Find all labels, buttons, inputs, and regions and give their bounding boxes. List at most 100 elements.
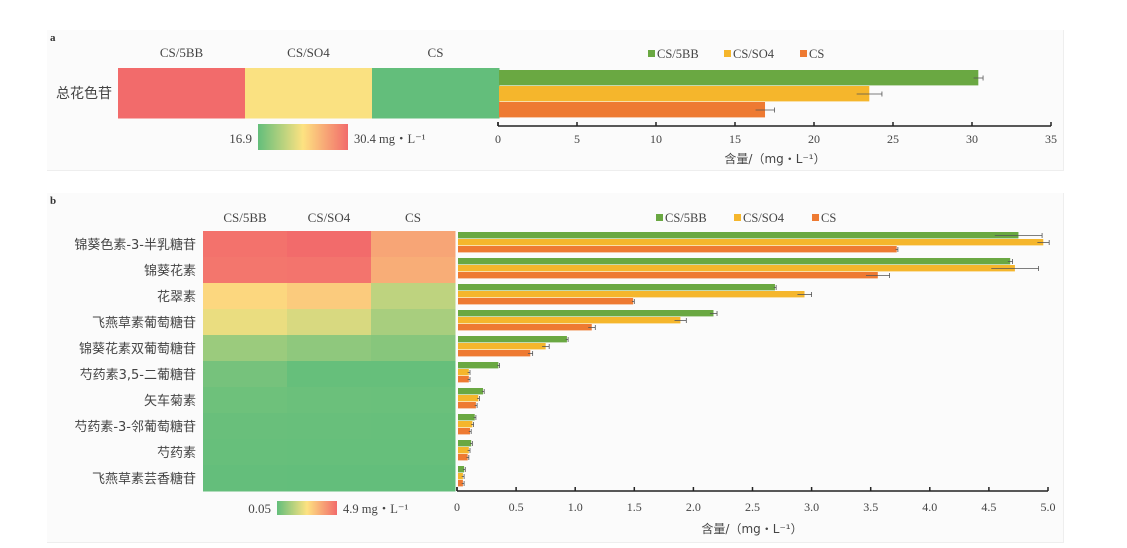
panel-a-legend-label: CS [809,47,824,61]
panel-b-heatmap-cell [287,283,372,310]
panel-b-x-tick-label: 0 [454,500,460,514]
panel-b-heatmap-cell [371,231,456,258]
panel-b-heatmap-cell [371,413,456,440]
panel-a-x-tick-label: 10 [650,132,662,146]
panel-b-x-tick-label: 1.0 [568,500,583,514]
panel-b-heatmap-cell [203,231,288,258]
panel-a-legend-swatch [724,50,731,57]
panel-b-heatmap-column-header: CS/5BB [223,210,267,225]
panel-b-bar [458,298,634,305]
panel-b-heatmap-cell [371,335,456,362]
panel-b-heatmap-cell [203,257,288,284]
panel-b-label: b [50,195,57,207]
panel-b-bar [458,414,475,421]
panel-b-heatmap-cell [203,283,288,310]
panel-b-heatmap-cell [203,465,288,492]
panel-a-row-label: 总花色苷 [56,85,112,102]
panel-b-heatmap-cell [203,309,288,336]
panel-b-heatmap-cell [203,413,288,440]
panel-b-heatmap-cell [371,465,456,492]
panel-a-x-tick-label: 35 [1045,132,1057,146]
panel-a-x-tick-label: 20 [808,132,820,146]
panel-b-bar [458,428,471,435]
panel-a-x-tick-label: 25 [887,132,899,146]
panel-b-colorbar [277,501,337,515]
panel-b-x-tick-label: 1.5 [627,500,642,514]
panel-a-x-tick-label: 30 [966,132,978,146]
panel-b-x-tick-label: 4.5 [981,500,996,514]
panel-b-x-tick-label: 2.5 [745,500,760,514]
panel-a-x-tick-label: 0 [495,132,501,146]
panel-b-bar [458,232,1019,239]
panel-b-heatmap-cell [371,439,456,466]
panel-b-bar [458,336,567,343]
panel-b-legend-label: CS/5BB [665,211,707,225]
panel-b-heatmap-cell [287,413,372,440]
panel-b-heatmap-cell [287,439,372,466]
panel-b-heatmap-cell [287,465,372,492]
panel-b-row-label: 芍药素 [157,445,196,461]
panel-b-legend-label: CS/SO4 [743,211,785,225]
panel-b-bar [458,258,1011,265]
panel-b-row-label: 芍药素3,5-二葡糖苷 [80,367,196,383]
panel-a-colorbar-max-label: 30.4 mg・L⁻¹ [354,132,426,146]
panel-b-heatmap-cell [203,387,288,414]
panel-b-bar [458,376,469,383]
panel-b-bar [458,454,468,461]
panel-a-bar [499,102,766,118]
panel-b-bar [458,317,681,324]
panel-b-colorbar-max-label: 4.9 mg・L⁻¹ [343,502,408,516]
panel-b-bar [458,310,714,317]
panel-a-legend-swatch [648,50,655,57]
panel-b-heatmap-cell [287,231,372,258]
panel-b-heatmap-cell [371,361,456,388]
panel-b-heatmap-cell [371,387,456,414]
panel-b-heatmap-cell [371,257,456,284]
panel-b-row-label: 矢车菊素 [144,393,196,409]
panel-b-heatmap-cell [203,335,288,362]
panel-b-bar [458,480,463,487]
panel-b-bar [458,272,878,279]
panel-b-heatmap-cell [287,361,372,388]
panel-b-bar [458,402,476,409]
panel-a-x-axis-label: 含量/（mg・L⁻¹） [724,151,825,166]
panel-a-legend-label: CS/5BB [657,47,699,61]
panel-b-legend-swatch [812,214,819,221]
panel-a-x-tick-label: 15 [729,132,741,146]
panel-a-heatmap-cell [118,68,246,119]
panel-b-x-axis-label: 含量/（mg・L⁻¹） [701,521,802,536]
panel-b-bar [458,324,592,331]
panel-a-heatmap-cell [372,68,500,119]
panel-a-heatmap-column-header: CS/5BB [160,45,204,60]
panel-b-row-label: 飞燕草素芸香糖苷 [92,471,196,487]
panel-a-legend-label: CS/SO4 [733,47,775,61]
panel-a-bar [499,70,979,86]
panel-b-x-tick-label: 5.0 [1041,500,1056,514]
panel-b-row-label: 锦葵色素-3-半乳糖苷 [74,237,196,253]
panel-a-heatmap-column-header: CS [428,45,444,60]
panel-b-bar [458,284,775,291]
panel-a-heatmap-column-header: CS/SO4 [287,45,330,60]
panel-b-x-tick-label: 4.0 [922,500,937,514]
panel-b-legend-swatch [734,214,741,221]
panel-b-row-label: 芍药素-3-邻葡萄糖苷 [74,419,196,435]
panel-b-bar [458,466,465,473]
panel-b-heatmap-column-header: CS/SO4 [308,210,351,225]
panel-b-heatmap-cell [287,257,372,284]
panel-b-bar [458,369,469,376]
panel-b-bar [458,421,473,428]
panel-a-legend-swatch [800,50,807,57]
panel-b-row-label: 锦葵花素 [144,263,196,279]
panel-a-colorbar [258,124,348,150]
panel-a-colorbar-min-label: 16.9 [229,131,252,146]
panel-b-x-tick-label: 2.0 [686,500,701,514]
panel-b-row-label: 锦葵花素双葡萄糖苷 [79,341,196,357]
panel-b-bar [458,395,479,402]
panel-b-heatmap-cell [371,283,456,310]
panel-b-bar [458,473,463,480]
panel-b-bar [458,239,1044,246]
panel-b-heatmap-cell [287,335,372,362]
panel-b-bar [458,447,469,454]
panel-a-bar [499,86,870,102]
